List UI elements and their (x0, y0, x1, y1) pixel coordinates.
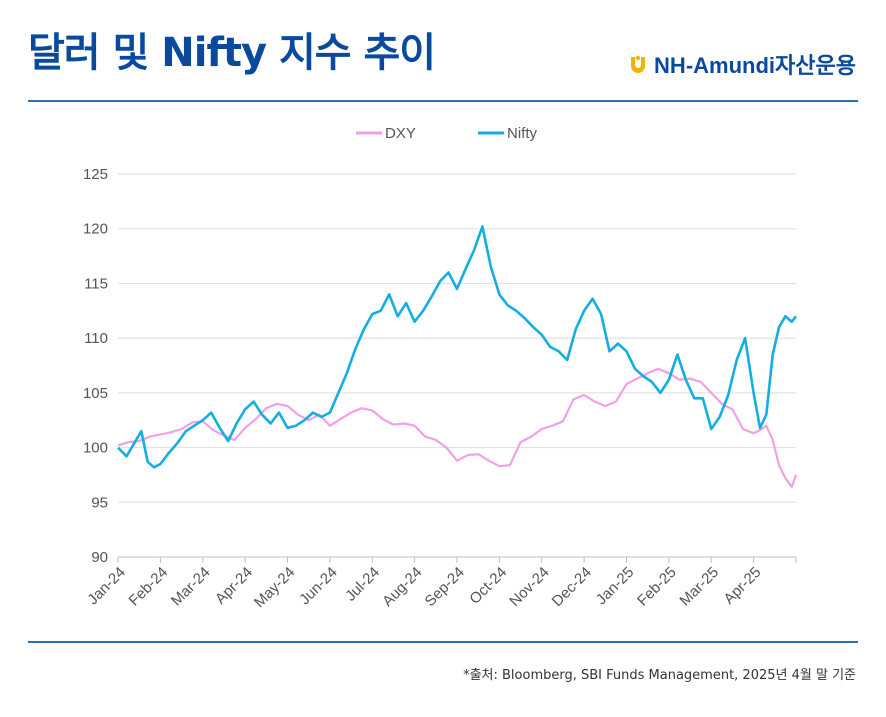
header-divider (28, 100, 858, 102)
x-tick-label: Jan-24 (84, 564, 128, 608)
x-tick-label: Mar-24 (168, 564, 214, 610)
chart-legend: DXY Nifty (356, 125, 538, 142)
x-tick-label: May-24 (251, 564, 298, 611)
y-tick-label: 110 (84, 330, 108, 347)
chart-grid (118, 173, 796, 503)
y-tick-label: 105 (83, 385, 108, 402)
brand-logo: NH-Amundi자산운용 (628, 48, 856, 80)
x-tick-label: Mar-25 (676, 564, 722, 610)
chart-series (117, 225, 798, 489)
x-tick-label: Feb-25 (634, 564, 680, 610)
nh-logo-icon (631, 55, 646, 73)
x-tick-label: Nov-24 (506, 564, 552, 610)
legend-label-dxy: DXY (385, 125, 416, 142)
y-tick-label: 90 (91, 549, 108, 566)
y-tick-label: 95 (91, 494, 108, 511)
x-tick-label: Jul-24 (342, 564, 383, 605)
x-tick-label: Sep-24 (422, 564, 468, 610)
page-title: 달러 및 Nifty 지수 추이 (28, 30, 436, 76)
x-tick-label: Aug-24 (379, 564, 425, 610)
x-tick-label: Jun-24 (296, 564, 340, 608)
series-line-nifty (117, 225, 798, 469)
y-tick-label: 125 (83, 166, 108, 183)
footer-divider (28, 641, 858, 643)
y-tick-label: 100 (83, 440, 108, 457)
brand-name: NH-Amundi자산운용 (654, 53, 856, 78)
y-axis: 90 95 100 105 110 115 120 125 (83, 166, 108, 566)
x-tick-label: Apr-24 (212, 564, 256, 608)
y-tick-label: 120 (83, 221, 108, 238)
legend-label-nifty: Nifty (507, 125, 538, 142)
x-tick-label: Oct-24 (466, 564, 510, 608)
source-note: *출처: Bloomberg, SBI Funds Management, 20… (463, 668, 856, 683)
x-tick-label: Feb-24 (126, 564, 172, 610)
x-tick-label: Jan-25 (593, 564, 637, 608)
y-tick-label: 115 (84, 275, 108, 292)
series-line-dxy (117, 367, 798, 489)
x-tick-label: Dec-24 (549, 564, 595, 610)
x-tick-label: Apr-25 (721, 564, 765, 608)
